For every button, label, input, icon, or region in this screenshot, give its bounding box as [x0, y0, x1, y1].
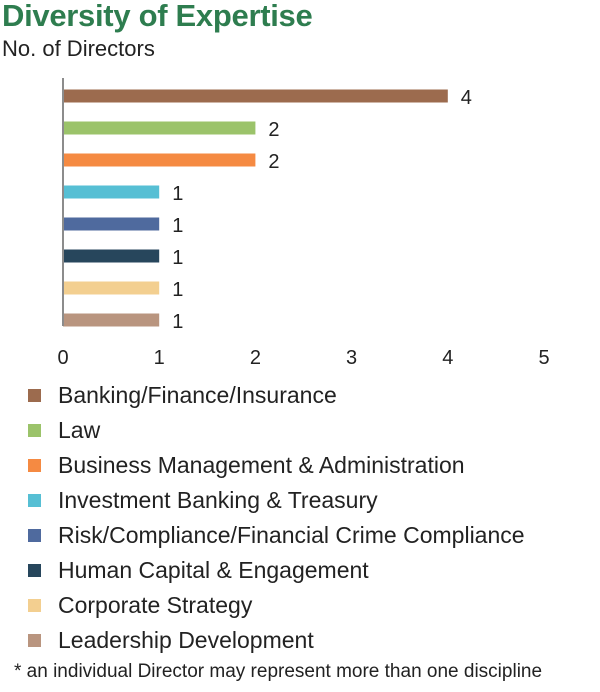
- bar-value-label: 4: [461, 87, 472, 109]
- bar: [63, 153, 256, 167]
- legend-label: Risk/Compliance/Financial Crime Complian…: [58, 522, 525, 548]
- x-tick-label: 2: [250, 347, 261, 369]
- footnote: * an individual Director may represent m…: [14, 661, 543, 682]
- legend-swatch: [28, 424, 41, 437]
- bar-value-label: 2: [268, 119, 279, 141]
- legend-swatch: [28, 634, 41, 647]
- x-tick-label: 0: [57, 347, 68, 369]
- chart-title: Diversity of Expertise: [2, 0, 313, 33]
- bar-value-label: 1: [172, 279, 183, 301]
- bar-value-label: 1: [172, 183, 183, 205]
- legend-swatch: [28, 564, 41, 577]
- bar-value-label: 1: [172, 311, 183, 333]
- legend-label: Banking/Finance/Insurance: [58, 382, 337, 408]
- legend-swatch: [28, 389, 41, 402]
- bar-value-label: 1: [172, 247, 183, 269]
- legend-item: Investment Banking & Treasury: [28, 483, 525, 518]
- legend-label: Leadership Development: [58, 627, 314, 653]
- bar-value-label: 1: [172, 215, 183, 237]
- legend-label: Investment Banking & Treasury: [58, 487, 378, 513]
- bar: [63, 249, 160, 263]
- legend-item: Leadership Development: [28, 623, 525, 658]
- legend-swatch: [28, 459, 41, 472]
- legend-item: Law: [28, 413, 525, 448]
- bar: [63, 313, 160, 327]
- legend-swatch: [28, 494, 41, 507]
- legend-item: Banking/Finance/Insurance: [28, 378, 525, 413]
- bar: [63, 121, 256, 135]
- x-tick-label: 3: [346, 347, 357, 369]
- x-tick-label: 4: [442, 347, 453, 369]
- chart-subtitle: No. of Directors: [2, 36, 155, 61]
- bar: [63, 217, 160, 231]
- legend-label: Business Management & Administration: [58, 452, 465, 478]
- x-tick-label: 1: [154, 347, 165, 369]
- chart-legend: Banking/Finance/Insurance Law Business Man…: [28, 378, 525, 658]
- legend-label: Law: [58, 417, 101, 443]
- bar: [63, 185, 160, 199]
- bar: [63, 89, 448, 103]
- legend-label: Human Capital & Engagement: [58, 557, 369, 583]
- legend-swatch: [28, 599, 41, 612]
- legend-item: Corporate Strategy: [28, 588, 525, 623]
- legend-label: Corporate Strategy: [58, 592, 253, 618]
- legend-item: Risk/Compliance/Financial Crime Complian…: [28, 518, 525, 553]
- legend-item: Human Capital & Engagement: [28, 553, 525, 588]
- bar: [63, 281, 160, 295]
- bar-value-label: 2: [268, 151, 279, 173]
- legend-item: Business Management & Administration: [28, 448, 525, 483]
- x-tick-label: 5: [538, 347, 549, 369]
- legend-swatch: [28, 529, 41, 542]
